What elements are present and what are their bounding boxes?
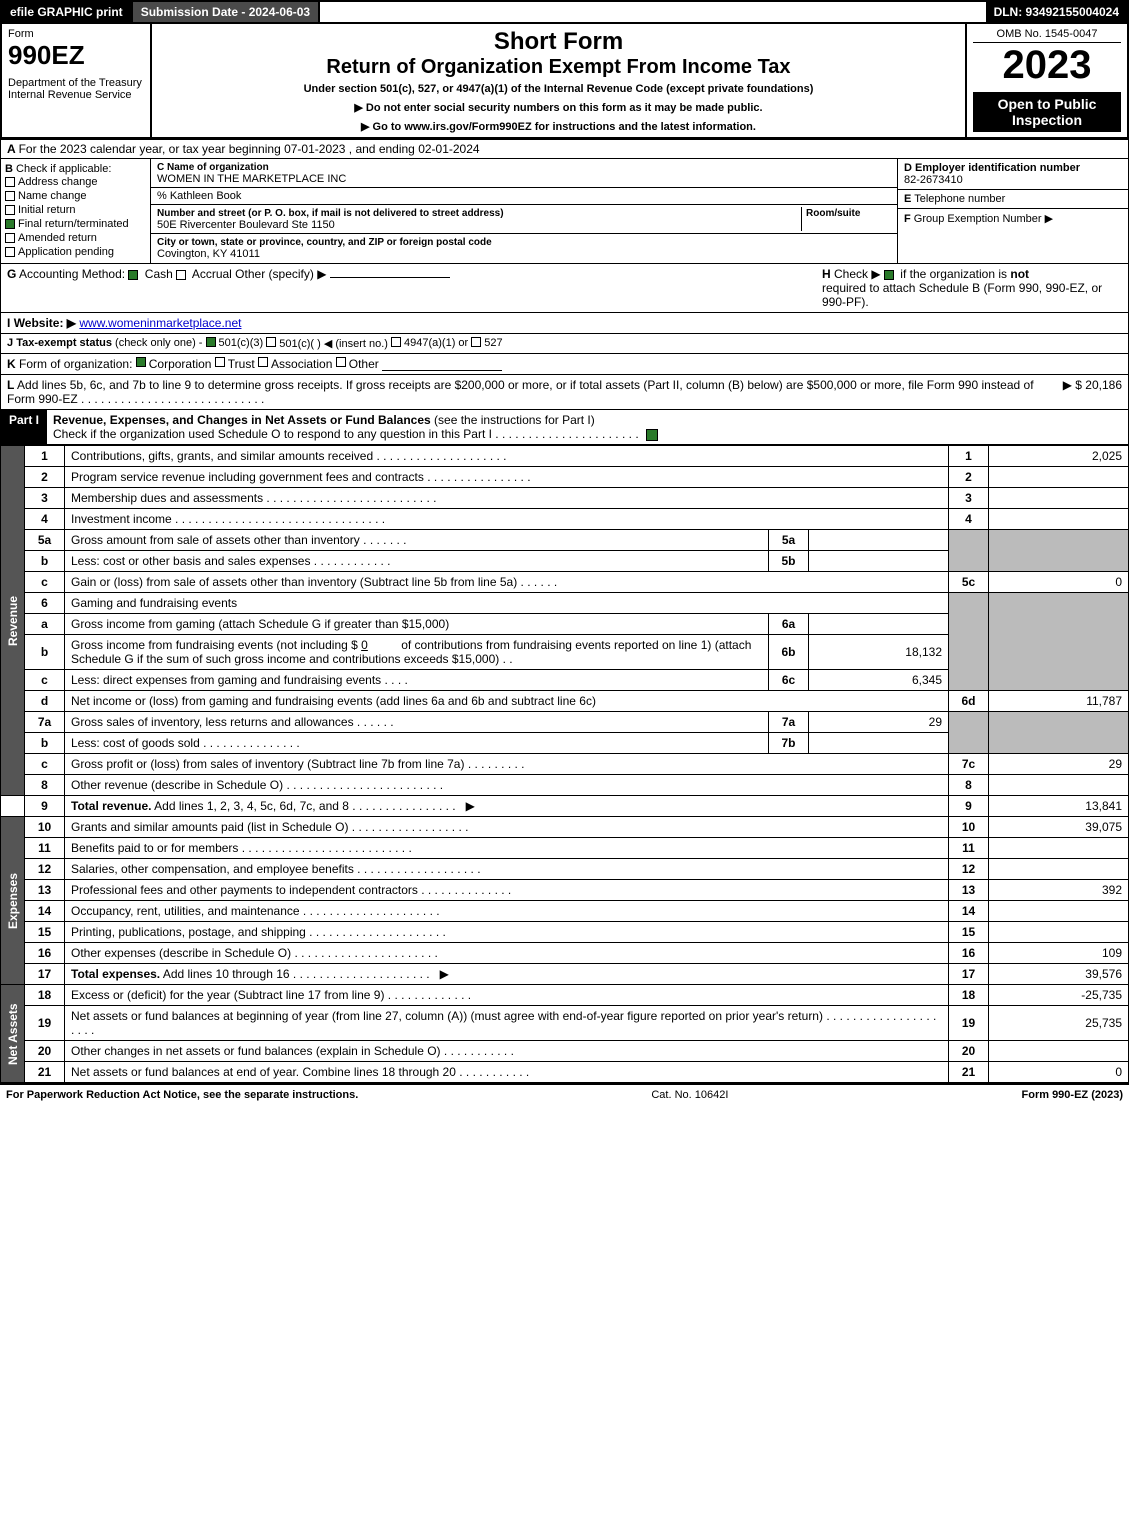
footer-form-ref: Form 990-EZ (2023) — [1022, 1089, 1124, 1101]
section-i: I Website: ▶ www.womeninmarketplace.net — [0, 313, 1129, 334]
val-19: 25,735 — [989, 1006, 1129, 1041]
goto-link[interactable]: ▶ Go to www.irs.gov/Form990EZ for instru… — [158, 120, 959, 133]
val-18: -25,735 — [989, 985, 1129, 1006]
chk-address-change[interactable]: Address change — [5, 175, 146, 189]
section-b: B Check if applicable: Address change Na… — [1, 159, 151, 263]
val-6c: 6,345 — [809, 670, 949, 691]
short-form-title: Short Form — [158, 28, 959, 56]
chk-corporation[interactable] — [136, 357, 146, 367]
section-l: L Add lines 5b, 6c, and 7b to line 9 to … — [0, 375, 1129, 410]
chk-other-org[interactable] — [336, 357, 346, 367]
section-def: D Employer identification number 82-2673… — [898, 159, 1128, 263]
val-6d: 11,787 — [989, 691, 1129, 712]
under-section: Under section 501(c), 527, or 4947(a)(1)… — [158, 83, 959, 95]
chk-name-change[interactable]: Name change — [5, 189, 146, 203]
website-link[interactable]: www.womeninmarketplace.net — [79, 316, 241, 330]
section-c: C Name of organization WOMEN IN THE MARK… — [151, 159, 898, 263]
dln-label: DLN: 93492155004024 — [986, 2, 1127, 22]
val-7c: 29 — [989, 754, 1129, 775]
ein-value: 82-2673410 — [904, 174, 963, 186]
efile-label: efile GRAPHIC print — [2, 2, 133, 22]
care-of-name: % Kathleen Book — [151, 188, 897, 205]
chk-schedule-b-not-required[interactable] — [884, 270, 894, 280]
chk-application-pending[interactable]: Application pending — [5, 245, 146, 259]
dept-label: Department of the Treasury Internal Reve… — [8, 77, 144, 101]
city-state-zip: Covington, KY 41011 — [157, 248, 260, 260]
form-number: 990EZ — [8, 40, 144, 71]
part-i-header: Part I Revenue, Expenses, and Changes in… — [0, 410, 1129, 445]
section-k: K Form of organization: Corporation Trus… — [0, 354, 1129, 375]
val-6b: 18,132 — [809, 635, 949, 670]
chk-trust[interactable] — [215, 357, 225, 367]
street-address: 50E Rivercenter Boulevard Ste 1150 — [157, 219, 335, 231]
val-16: 109 — [989, 943, 1129, 964]
chk-cash[interactable] — [128, 270, 138, 280]
revenue-label: Revenue — [1, 446, 25, 796]
val-1: 2,025 — [989, 446, 1129, 467]
chk-501c[interactable] — [266, 337, 276, 347]
form-header: Form 990EZ Department of the Treasury In… — [0, 24, 1129, 139]
org-name: WOMEN IN THE MARKETPLACE INC — [157, 173, 346, 185]
page-footer: For Paperwork Reduction Act Notice, see … — [0, 1083, 1129, 1105]
form-label: Form — [8, 28, 144, 40]
section-j: J Tax-exempt status (check only one) - 5… — [0, 334, 1129, 354]
val-17: 39,576 — [989, 964, 1129, 985]
chk-schedule-o-part-i[interactable] — [646, 429, 658, 441]
section-a: A For the 2023 calendar year, or tax yea… — [0, 139, 1129, 159]
chk-amended-return[interactable]: Amended return — [5, 231, 146, 245]
tax-year: 2023 — [973, 43, 1121, 88]
footer-left: For Paperwork Reduction Act Notice, see … — [6, 1089, 358, 1101]
footer-cat-no: Cat. No. 10642I — [358, 1089, 1021, 1101]
chk-4947[interactable] — [391, 337, 401, 347]
val-21: 0 — [989, 1062, 1129, 1083]
val-13: 392 — [989, 880, 1129, 901]
chk-accrual[interactable] — [176, 270, 186, 280]
top-bar: efile GRAPHIC print Submission Date - 20… — [0, 0, 1129, 24]
val-9: 13,841 — [989, 796, 1129, 817]
expenses-label: Expenses — [1, 817, 25, 985]
omb-number: OMB No. 1545-0047 — [973, 28, 1121, 43]
val-5c: 0 — [989, 572, 1129, 593]
chk-final-return[interactable]: Final return/terminated — [5, 217, 146, 231]
no-ssn-note: ▶ Do not enter social security numbers o… — [158, 101, 959, 114]
submission-date: Submission Date - 2024-06-03 — [133, 2, 320, 22]
val-10: 39,075 — [989, 817, 1129, 838]
gross-receipts: ▶ $ 20,186 — [1063, 378, 1122, 406]
info-block-bcdef: B Check if applicable: Address change Na… — [0, 159, 1129, 264]
chk-initial-return[interactable]: Initial return — [5, 203, 146, 217]
open-public-badge: Open to Public Inspection — [973, 92, 1121, 132]
main-lines-table: Revenue 1 Contributions, gifts, grants, … — [0, 445, 1129, 1083]
section-g-h: G Accounting Method: Cash Accrual Other … — [0, 264, 1129, 313]
chk-527[interactable] — [471, 337, 481, 347]
chk-501c3[interactable] — [206, 337, 216, 347]
return-title: Return of Organization Exempt From Incom… — [158, 56, 959, 79]
val-7a: 29 — [809, 712, 949, 733]
netassets-label: Net Assets — [1, 985, 25, 1083]
chk-association[interactable] — [258, 357, 268, 367]
